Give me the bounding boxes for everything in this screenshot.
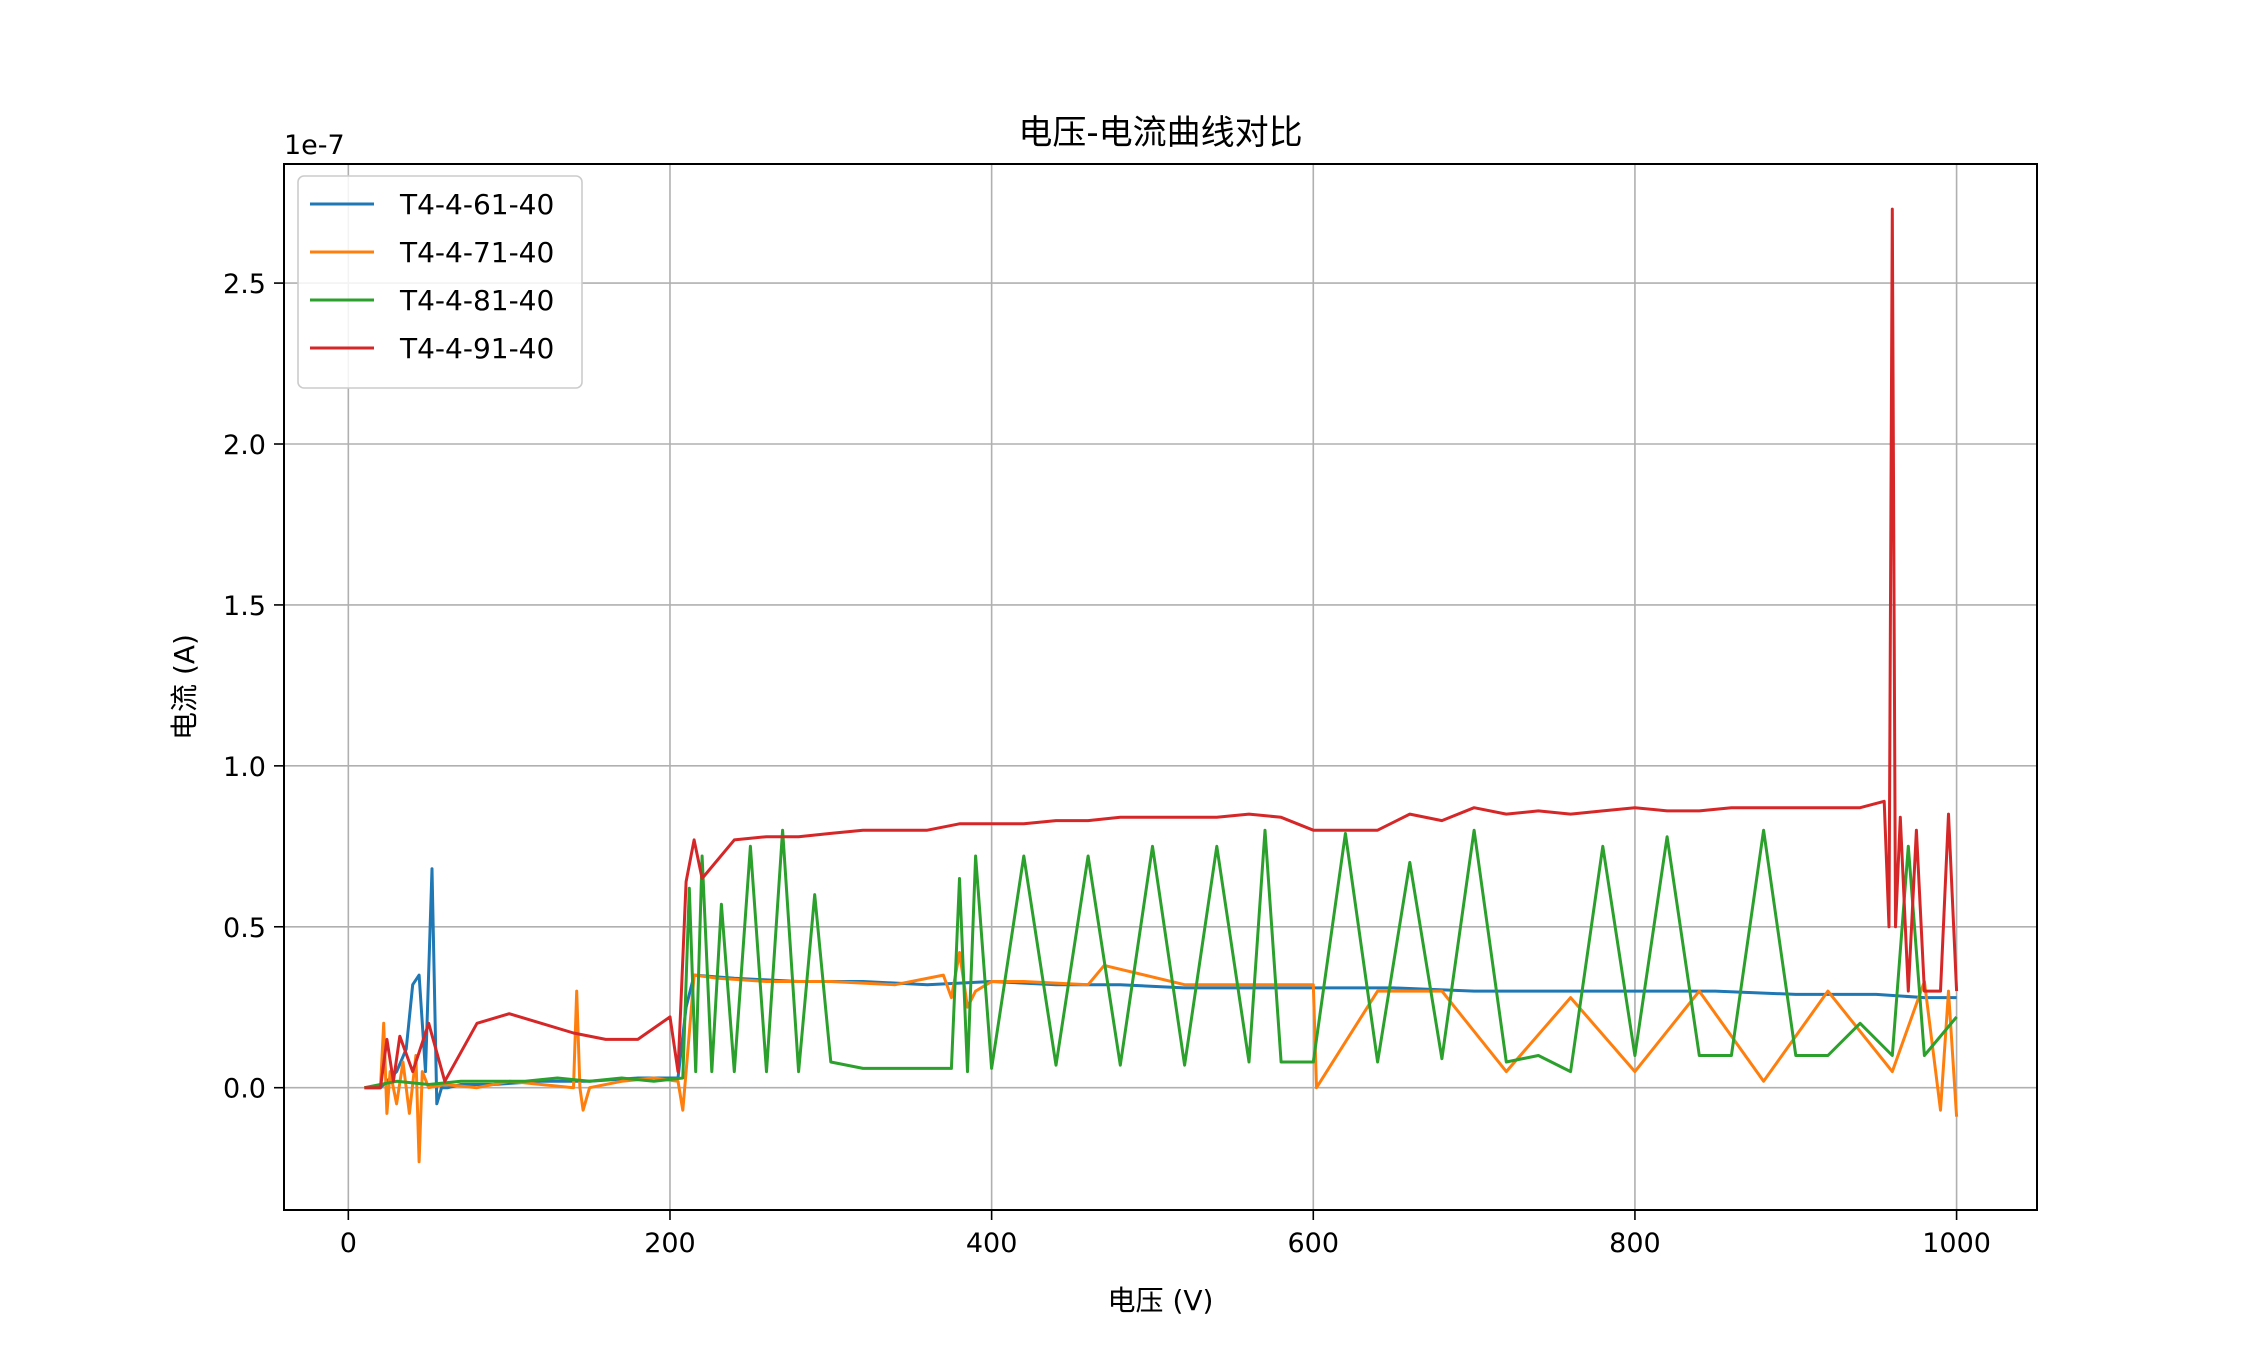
x-axis-label: 电压 (V): [1108, 1284, 1214, 1317]
x-tick-label: 0: [340, 1228, 357, 1259]
legend-label: T4-4-71-40: [399, 236, 554, 269]
x-tick-label: 200: [644, 1228, 696, 1259]
y-tick-label: 2.0: [223, 430, 266, 461]
y-offset-text: 1e-7: [284, 130, 345, 161]
y-tick-label: 0.0: [223, 1074, 266, 1105]
x-tick-label: 600: [1288, 1228, 1340, 1259]
legend: T4-4-61-40 T4-4-71-40 T4-4-81-40 T4-4-91-40: [298, 176, 582, 388]
legend-label: T4-4-61-40: [399, 188, 554, 221]
y-tick-label: 1.0: [223, 752, 266, 783]
x-tick-label: 400: [966, 1228, 1018, 1259]
chart-title: 电压-电流曲线对比: [1018, 113, 1302, 153]
x-tick-label: 1000: [1922, 1228, 1991, 1259]
y-tick-label: 1.5: [223, 591, 266, 622]
legend-label: T4-4-81-40: [399, 284, 554, 317]
y-axis-label: 电流 (A): [168, 634, 201, 740]
y-tick-label: 2.5: [223, 269, 266, 300]
legend-label: T4-4-91-40: [399, 332, 554, 365]
y-tick-label: 0.5: [223, 913, 266, 944]
x-tick-label: 800: [1609, 1228, 1661, 1259]
